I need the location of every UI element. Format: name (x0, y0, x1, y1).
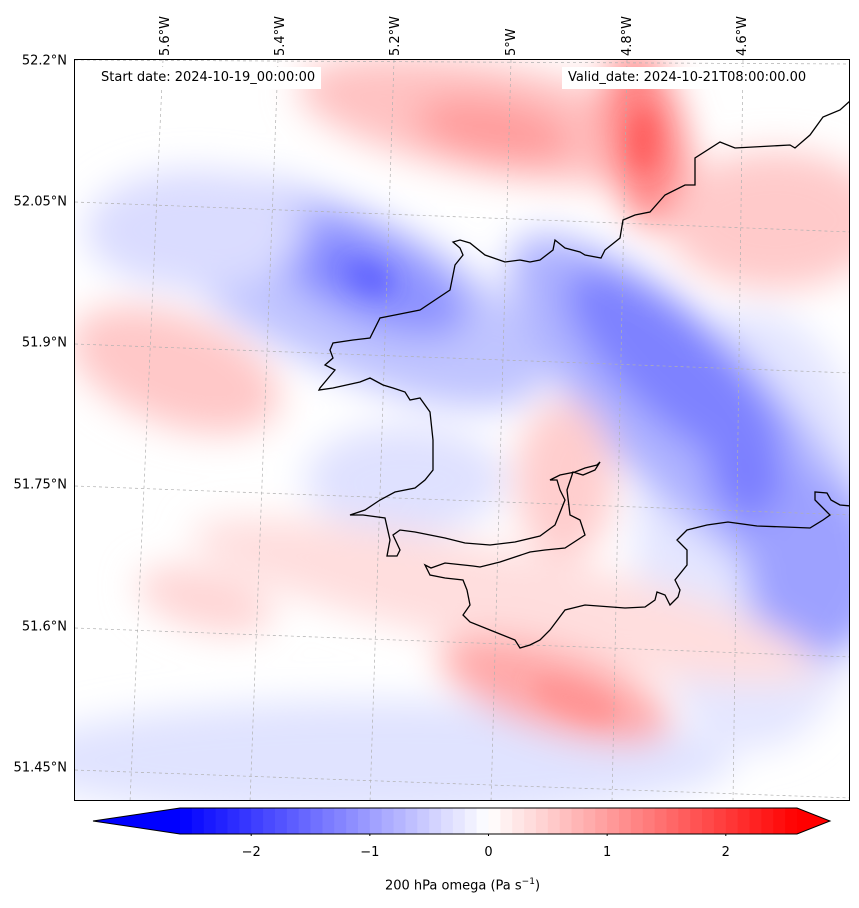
colorbar-segment (417, 808, 430, 834)
colorbar-segment (381, 808, 395, 834)
colorbar-segment (702, 808, 715, 834)
colorbar-segment (666, 808, 679, 834)
coastline (317, 100, 849, 649)
colorbar-segment (571, 808, 584, 834)
omega-cores (349, 110, 657, 722)
colorbar-segment (274, 808, 288, 834)
latitude-label: 51.6°N (21, 619, 67, 635)
colorbar-tick-label: 2 (721, 845, 730, 860)
colorbar (92, 807, 832, 836)
longitude-label: 5.4°W (273, 15, 288, 56)
colorbar-segment (785, 808, 798, 834)
colorbar-segment (654, 808, 667, 834)
colorbar-segment (464, 808, 478, 834)
colorbar-label: 200 hPa omega (Pa s−1) (384, 877, 541, 894)
colorbar-segment (251, 808, 264, 834)
colorbar-segment (678, 808, 691, 834)
colorbar-segment (203, 808, 217, 834)
colorbar-segment (690, 808, 703, 834)
colorbar-segment (773, 808, 786, 834)
colorbar-segment (452, 808, 466, 834)
colorbar-segment (441, 808, 454, 834)
longitude-label: 4.8°W (620, 15, 635, 56)
colorbar-segment (476, 808, 489, 834)
colorbar-segment (346, 808, 359, 834)
colorbar-segment (263, 808, 276, 834)
omega-contour-field (75, 60, 849, 800)
colorbar-segment (583, 808, 596, 834)
colorbar-segment (500, 808, 513, 834)
graticule (75, 60, 849, 800)
colorbar-tick-label: 1 (603, 845, 612, 860)
map-panel (74, 59, 850, 801)
colorbar-segment (405, 808, 418, 834)
latitude-label: 52.2°N (21, 53, 67, 69)
latitude-label: 51.9°N (21, 335, 67, 351)
colorbar-segment (429, 808, 442, 834)
colorbar-segment (512, 808, 525, 834)
latitude-label: 51.45°N (13, 760, 67, 776)
omega-field-map (75, 60, 849, 800)
colorbar-segment (191, 808, 205, 834)
colorbar-segment (369, 808, 383, 834)
colorbar-tick-label: −1 (360, 845, 380, 860)
colorbar-segment (524, 808, 537, 834)
colorbar-segment (607, 808, 620, 834)
colorbar-segment (642, 808, 656, 834)
colorbar-segment (761, 808, 774, 834)
latitude-label: 51.75°N (13, 477, 67, 493)
colorbar-segment (334, 808, 347, 834)
colorbar-segment (737, 808, 751, 834)
colorbar-segment (322, 808, 335, 834)
colorbar-outline (92, 807, 832, 835)
colorbar-segment (725, 808, 739, 834)
colorbar-segment (713, 808, 727, 834)
colorbar-segment (239, 808, 252, 834)
colorbar-segment (559, 808, 573, 834)
colorbar-segment (630, 808, 644, 834)
colorbar-segment (310, 808, 323, 834)
longitude-label: 5°W (504, 28, 519, 56)
colorbar-segment (749, 808, 762, 834)
colorbar-segment (286, 808, 300, 834)
colorbar-segment (180, 808, 193, 834)
colorbar-segment (298, 808, 312, 834)
colorbar-tick-label: 0 (484, 845, 493, 860)
colorbar-segment (595, 808, 608, 834)
colorbar-tick-label: −2 (241, 845, 261, 860)
colorbar-segment (488, 808, 501, 834)
colorbar-segment (535, 808, 549, 834)
colorbar-segment (393, 808, 406, 834)
longitude-label: 4.6°W (735, 15, 750, 56)
colorbar-segment (619, 808, 632, 834)
longitude-label: 5.2°W (388, 15, 403, 56)
latitude-label: 52.05°N (13, 194, 67, 210)
longitude-label: 5.6°W (158, 15, 173, 56)
colorbar-extend-min (93, 808, 180, 834)
colorbar-segment (547, 808, 561, 834)
colorbar-segment (215, 808, 228, 834)
colorbar-segment (357, 808, 371, 834)
valid-date-label: Valid_date: 2024-10-21T08:00:00.00 (562, 67, 813, 89)
start-date-label: Start date: 2024-10-19_00:00:00 (95, 67, 322, 89)
colorbar-segment (227, 808, 240, 834)
colorbar-extend-max (797, 808, 830, 834)
